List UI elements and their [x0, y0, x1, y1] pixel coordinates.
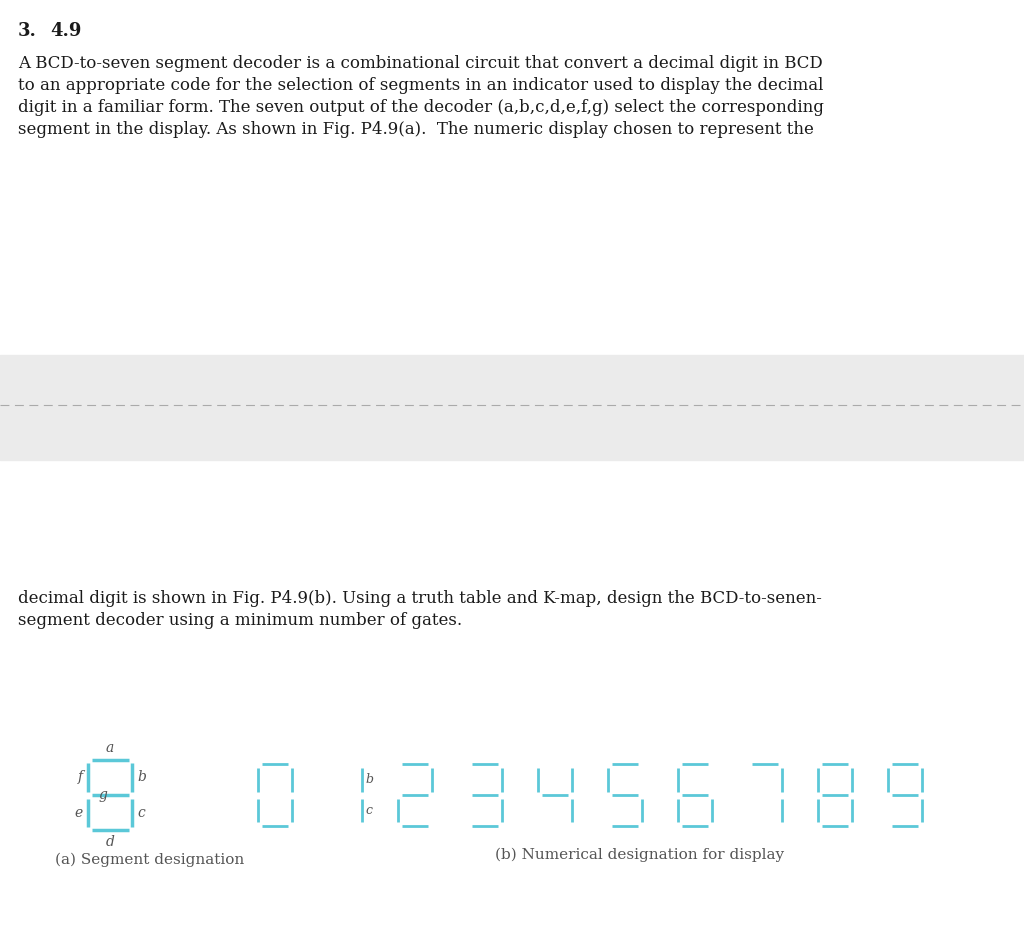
Text: 3.: 3.: [18, 22, 37, 40]
Text: to an appropriate code for the selection of segments in an indicator used to dis: to an appropriate code for the selection…: [18, 77, 823, 94]
Text: f: f: [78, 771, 83, 785]
Text: digit in a familiar form. The seven output of the decoder (a,b,c,d,e,f,g) select: digit in a familiar form. The seven outp…: [18, 99, 824, 116]
Text: e: e: [75, 805, 83, 819]
Text: (b) Numerical designation for display: (b) Numerical designation for display: [495, 847, 784, 862]
Text: d: d: [105, 835, 115, 849]
Text: segment decoder using a minimum number of gates.: segment decoder using a minimum number o…: [18, 612, 462, 629]
Text: g: g: [99, 788, 108, 802]
Text: A BCD-to-seven segment decoder is a combinational circuit that convert a decimal: A BCD-to-seven segment decoder is a comb…: [18, 55, 822, 72]
Text: c: c: [137, 805, 144, 819]
Text: b: b: [366, 774, 374, 787]
Text: a: a: [105, 741, 114, 755]
Text: 4.9: 4.9: [50, 22, 81, 40]
Text: segment in the display. As shown in Fig. P4.9(a).  The numeric display chosen to: segment in the display. As shown in Fig.…: [18, 121, 814, 138]
Bar: [0, 355, 1024, 460]
Text: (a) Segment designation: (a) Segment designation: [55, 852, 245, 867]
Text: decimal digit is shown in Fig. P4.9(b). Using a truth table and K-map, design th: decimal digit is shown in Fig. P4.9(b). …: [18, 590, 822, 607]
Text: c: c: [366, 803, 373, 816]
Text: b: b: [137, 771, 145, 785]
